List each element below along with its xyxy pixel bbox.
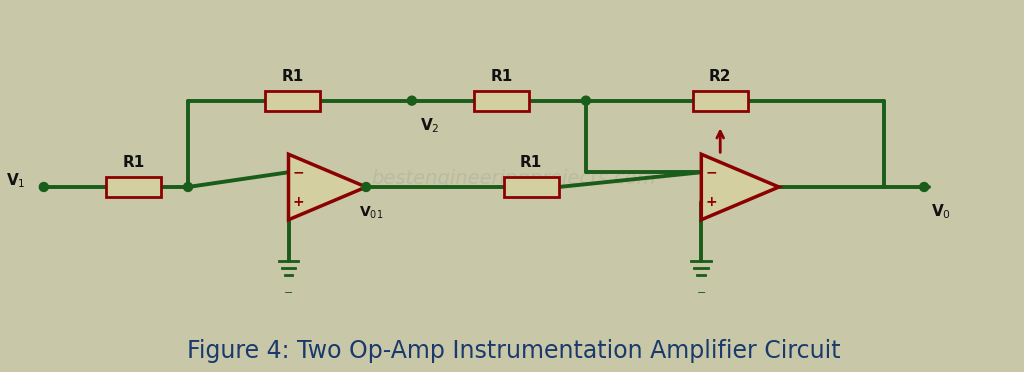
Polygon shape xyxy=(701,154,779,220)
Circle shape xyxy=(183,183,193,192)
Text: R1: R1 xyxy=(282,69,303,84)
FancyBboxPatch shape xyxy=(693,91,748,110)
Text: +: + xyxy=(706,195,717,209)
Text: V$_{01}$: V$_{01}$ xyxy=(359,205,383,221)
Text: −: − xyxy=(293,165,304,179)
Text: +: + xyxy=(293,195,304,209)
Polygon shape xyxy=(289,154,367,220)
Circle shape xyxy=(920,183,929,192)
Circle shape xyxy=(582,96,591,105)
FancyBboxPatch shape xyxy=(474,91,528,110)
Text: −: − xyxy=(284,288,293,298)
Text: V$_1$: V$_1$ xyxy=(6,172,26,190)
Circle shape xyxy=(39,183,48,192)
Text: R1: R1 xyxy=(490,69,512,84)
Text: −: − xyxy=(706,165,717,179)
Text: R2: R2 xyxy=(709,69,731,84)
Text: Figure 4: Two Op-Amp Instrumentation Amplifier Circuit: Figure 4: Two Op-Amp Instrumentation Amp… xyxy=(186,339,840,363)
Text: V$_2$: V$_2$ xyxy=(420,116,439,135)
Text: R1: R1 xyxy=(122,155,144,170)
FancyBboxPatch shape xyxy=(504,177,558,197)
Text: bestengineeringprojects.com: bestengineeringprojects.com xyxy=(371,169,655,188)
Text: −: − xyxy=(696,288,706,298)
Circle shape xyxy=(408,96,417,105)
Text: V$_0$: V$_0$ xyxy=(931,202,951,221)
FancyBboxPatch shape xyxy=(265,91,319,110)
FancyBboxPatch shape xyxy=(105,177,161,197)
Text: R1: R1 xyxy=(520,155,543,170)
Circle shape xyxy=(361,183,371,192)
